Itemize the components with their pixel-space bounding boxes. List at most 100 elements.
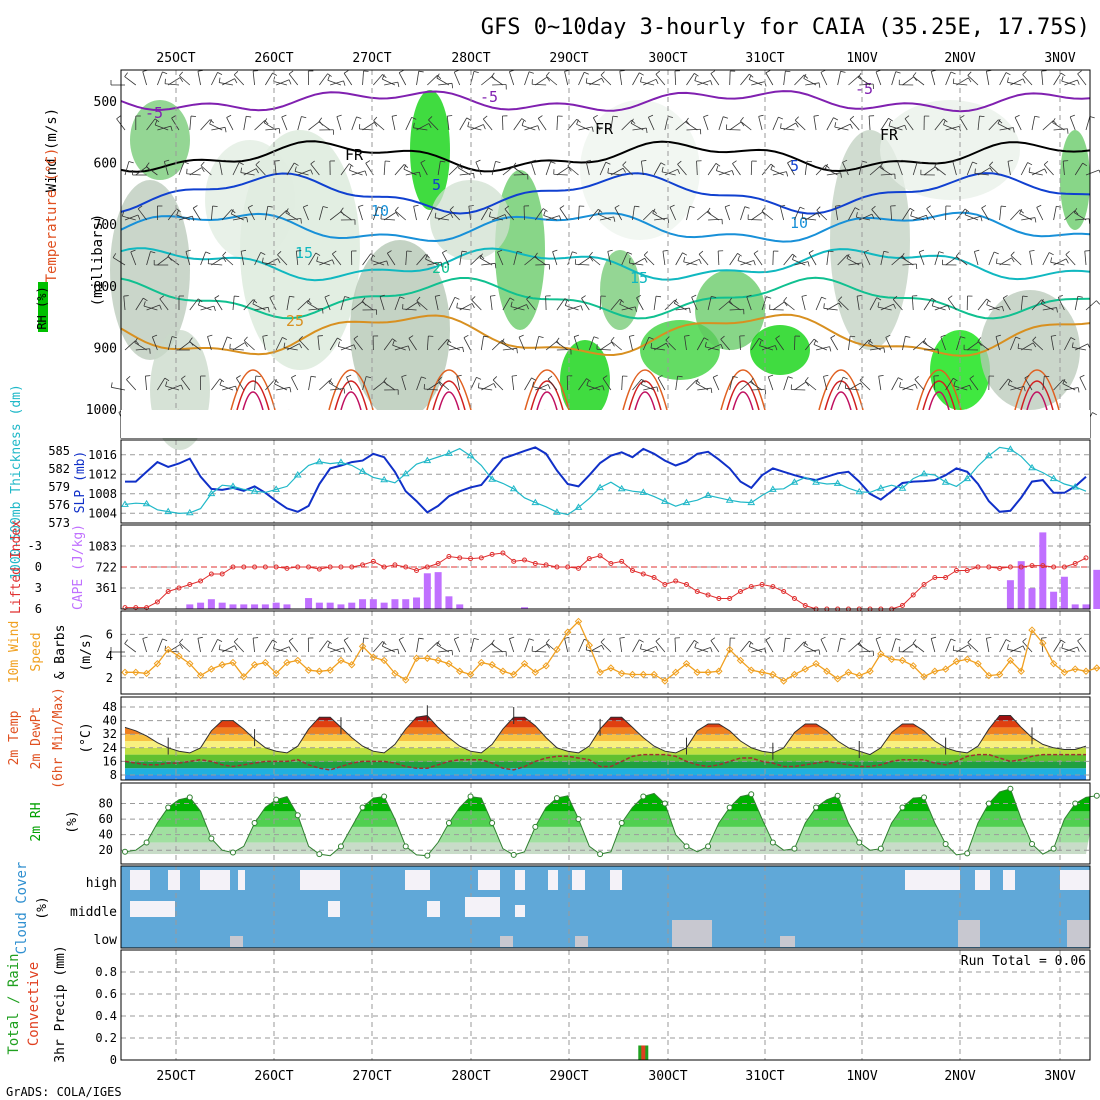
surface-wind-barb [1077,640,1087,653]
surface-wind-barb [1053,639,1062,653]
upper-wind-barb [1053,206,1057,221]
upper-wind-barb [1032,336,1037,341]
upper-wind-barb [904,115,910,119]
upper-wind-barb [662,250,668,252]
upper-wind-barb [926,208,936,221]
upper-wind-barb [481,75,493,86]
upper-wind-barb [955,256,968,266]
upper-wind-barb [1031,168,1045,176]
upper-wind-barb [675,120,687,131]
upper-wind-barb [253,70,259,72]
upper-wind-barb [233,71,239,76]
upper-wind-barb [901,257,914,266]
upper-wind-barb [703,116,709,131]
upper-wind-barb [981,205,987,209]
upper-wind-barb [479,257,493,266]
rh-point [510,851,517,858]
lifted-index-point [629,568,635,573]
thickness-point [250,487,259,494]
upper-wind-barb [696,160,698,176]
upper-wind-barb [524,377,532,391]
thickness-point [661,497,669,504]
wind-speed-point [283,658,291,667]
upper-wind-barb [685,117,689,123]
cloud-high-bar [610,870,622,890]
upper-wind-barb [568,166,572,172]
cape-bar [1093,569,1100,609]
upper-wind-barb [1019,209,1023,214]
upper-wind-barb [686,379,697,391]
upper-wind-barb [1014,117,1022,131]
wind-tick-label: 2 [106,671,113,685]
upper-wind-barb [421,376,427,379]
upper-wind-barb [613,216,616,222]
cape-bar [380,602,388,609]
upper-wind-barb [240,172,255,176]
cape-bar [1006,580,1014,609]
surface-wind-barb [252,638,255,653]
upper-wind-barb [707,163,717,176]
upper-wind-barb [288,70,294,75]
upper-wind-barb [273,80,288,86]
upper-wind-barb [891,377,899,391]
temp-line [124,714,1087,756]
upper-wind-barb [761,345,776,351]
upper-wind-barb [848,262,863,266]
upper-wind-barb [952,161,957,176]
surface-wind-barb [912,643,925,653]
upper-wind-barb [1013,127,1015,133]
upper-wind-barb [794,381,807,391]
lifted-index-point [586,556,592,562]
surface-isotherm [426,369,472,411]
upper-wind-barb [150,251,156,254]
surface-wind-barb [875,638,882,653]
cape-bar [315,602,323,609]
wind-speed-point [553,645,561,654]
surface-wind-barb [481,642,493,653]
upper-wind-barb [135,166,148,176]
cape-bar [1039,532,1047,609]
top-date-label: 31OCT [745,51,784,66]
surface-wind-barb [950,638,956,642]
upper-wind-barb [458,163,462,169]
upper-wind-barb [295,251,299,266]
upper-wind-barb [761,163,772,176]
thickness-point [553,508,561,515]
upper-wind-barb [838,296,843,301]
upper-wind-barb [885,334,891,338]
upper-wind-barb [911,296,914,311]
upper-wind-barb [597,209,601,215]
wind-speed-point [164,645,172,654]
thickness-point [768,485,777,492]
lifted-index-point [673,578,679,584]
upper-wind-barb [694,75,697,81]
upper-wind-barb [1042,120,1054,131]
upper-wind-barb [667,115,673,118]
thickness-point [488,475,497,482]
upper-wind-barb [674,302,687,311]
surface-isotherm [916,369,962,411]
isotherm-label: -5 [855,80,873,98]
upper-wind-barb [842,159,848,163]
upper-wind-barb [398,72,407,86]
upper-wind-barb [395,212,399,217]
upper-wind-barb [945,71,952,86]
upper-wind-barb [912,72,917,77]
upper-wind-barb [643,254,655,266]
upper-wind-barb [307,298,311,303]
cape-bar [186,604,194,609]
upper-wind-barb [281,114,287,118]
upper-wind-barb [165,381,168,387]
lifted-index-point [284,565,290,571]
upper-wind-barb [904,125,907,131]
upper-wind-barb [416,376,422,391]
surface-wind-barb [398,639,407,653]
upper-wind-barb [783,300,795,311]
upper-wind-barb [691,297,698,311]
upper-wind-barb [435,294,441,297]
upper-wind-barb [728,297,732,303]
cloud-low-bar [958,920,980,947]
upper-wind-barb [902,263,917,266]
upper-wind-barb [838,302,842,308]
